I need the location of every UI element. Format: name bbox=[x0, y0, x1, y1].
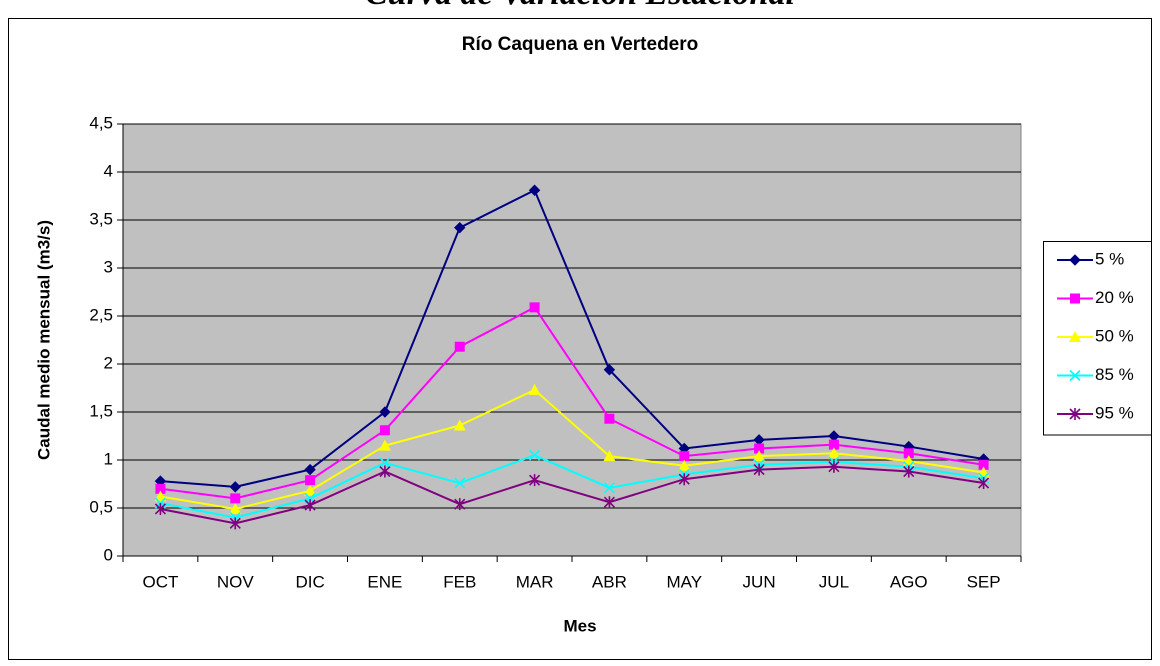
marker bbox=[903, 465, 915, 478]
marker bbox=[828, 439, 839, 450]
marker bbox=[229, 502, 242, 514]
marker bbox=[903, 448, 914, 459]
marker bbox=[753, 463, 765, 476]
marker bbox=[529, 449, 541, 461]
x-tick-label: DIC bbox=[295, 572, 324, 591]
marker bbox=[603, 482, 615, 494]
marker bbox=[453, 419, 466, 431]
x-tick-label: NOV bbox=[217, 572, 255, 591]
legend-label: 50 % bbox=[1095, 326, 1134, 345]
series-line bbox=[160, 465, 984, 525]
page-title: Curva de Variación Estacional bbox=[365, 0, 795, 12]
marker bbox=[379, 406, 391, 418]
marker bbox=[1069, 331, 1081, 342]
marker bbox=[454, 221, 466, 234]
marker bbox=[454, 498, 466, 511]
y-tick-label: 3 bbox=[104, 257, 113, 276]
marker bbox=[603, 364, 616, 376]
legend-box bbox=[1043, 241, 1152, 436]
marker bbox=[379, 425, 390, 436]
x-tick-label: SEP bbox=[967, 572, 1001, 591]
y-tick-label: 4,5 bbox=[89, 113, 113, 132]
marker bbox=[678, 459, 691, 471]
y-tick-label: 2 bbox=[104, 353, 113, 372]
x-tick-label: JUN bbox=[743, 572, 776, 591]
y-axis-label: Caudal medio mensual (m3/s) bbox=[34, 220, 53, 460]
marker bbox=[1069, 369, 1081, 382]
marker bbox=[305, 475, 316, 486]
marker bbox=[528, 184, 541, 196]
marker bbox=[978, 459, 989, 470]
marker bbox=[827, 447, 840, 459]
marker bbox=[679, 451, 690, 462]
marker bbox=[229, 481, 241, 493]
y-tick-label: 1,5 bbox=[89, 401, 113, 420]
legend-label: 20 % bbox=[1095, 288, 1134, 307]
marker bbox=[529, 302, 540, 313]
marker bbox=[304, 484, 317, 496]
y-tick-label: 1 bbox=[104, 449, 113, 468]
legend-label: 5 % bbox=[1095, 249, 1124, 268]
marker bbox=[754, 443, 765, 454]
series-line bbox=[160, 306, 984, 500]
marker bbox=[828, 460, 840, 473]
marker bbox=[378, 439, 391, 451]
series-line bbox=[160, 388, 984, 510]
marker bbox=[229, 517, 241, 530]
marker bbox=[1069, 254, 1081, 266]
x-tick-label: ENE bbox=[367, 572, 402, 591]
marker bbox=[154, 490, 167, 502]
marker bbox=[304, 463, 316, 476]
marker bbox=[304, 499, 316, 512]
y-tick-label: 0 bbox=[104, 545, 113, 564]
marker bbox=[379, 465, 391, 478]
marker bbox=[379, 457, 391, 469]
y-tick-label: 0,5 bbox=[89, 497, 113, 516]
x-tick-label: MAR bbox=[516, 572, 554, 591]
chart-title: Río Caquena en Vertedero bbox=[462, 34, 699, 55]
marker bbox=[529, 474, 541, 487]
series-line bbox=[160, 454, 984, 519]
x-axis-label: Mes bbox=[563, 616, 596, 635]
marker bbox=[454, 477, 466, 489]
marker bbox=[678, 473, 690, 486]
marker bbox=[155, 483, 166, 494]
series-line bbox=[160, 188, 984, 488]
plot-area bbox=[122, 123, 1022, 557]
marker bbox=[1070, 293, 1080, 304]
marker bbox=[753, 450, 766, 462]
y-tick-label: 3,5 bbox=[89, 209, 113, 228]
x-tick-label: AGO bbox=[890, 572, 928, 591]
marker bbox=[978, 477, 990, 490]
y-tick-label: 2,5 bbox=[89, 305, 113, 324]
marker bbox=[454, 341, 465, 352]
x-tick-label: JUL bbox=[819, 572, 849, 591]
marker bbox=[528, 383, 541, 395]
legend-label: 85 % bbox=[1095, 365, 1134, 384]
x-tick-label: OCT bbox=[142, 572, 178, 591]
marker bbox=[230, 493, 241, 504]
x-tick-label: FEB bbox=[443, 572, 476, 591]
marker bbox=[603, 450, 616, 462]
y-tick-label: 4 bbox=[104, 161, 113, 180]
x-tick-label: ABR bbox=[592, 572, 627, 591]
x-tick-label: MAY bbox=[666, 572, 702, 591]
marker bbox=[154, 502, 166, 515]
legend-label: 95 % bbox=[1095, 403, 1134, 422]
marker bbox=[1069, 408, 1081, 420]
marker bbox=[603, 496, 615, 509]
marker bbox=[604, 413, 615, 424]
